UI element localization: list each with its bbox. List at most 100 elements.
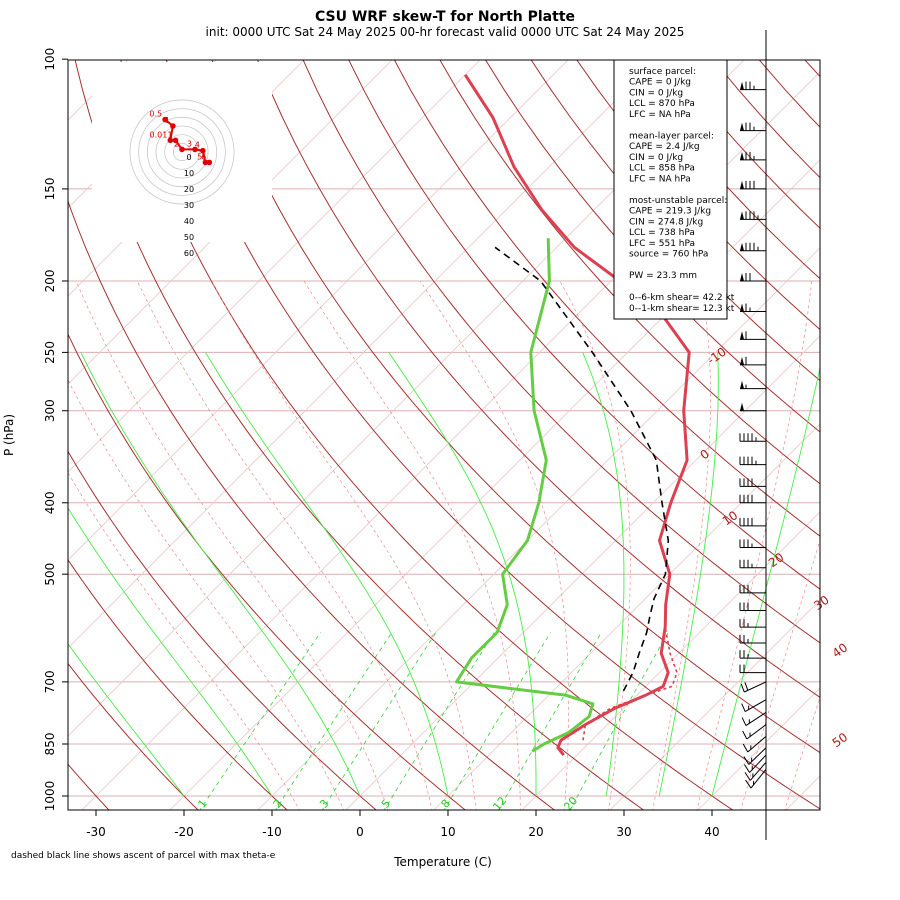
hodograph-ring [172,142,192,162]
pseudo-adiabat [68,507,273,797]
mixing-ratio-line [274,632,393,810]
dry-adiabat [393,60,820,537]
x-axis-label: Temperature (C) [393,855,492,869]
wind-barb [740,242,766,252]
barb-flag [744,772,751,781]
info-line: mean-layer parcel: [629,132,714,142]
barb-pennant [740,273,744,281]
barb-pennant [740,180,744,189]
info-line: CAPE = 0 J/kg [629,78,691,88]
wind-barb [739,539,766,549]
hodograph-point [179,146,185,153]
moist-adiabat [784,696,820,810]
isotherm [169,159,820,810]
barb-flag [742,743,749,753]
dry-adiabat [485,60,820,433]
hodograph-point [162,116,168,123]
barb-pennant [740,81,744,90]
info-line: CIN = 0 J/kg [629,88,683,98]
x-tick-label: 40 [704,825,719,839]
barb-flag [744,682,749,691]
isotherm [609,599,820,810]
moist-adiabat [740,539,820,810]
hodograph-point [170,123,176,129]
hodograph-ring-label: 20 [184,185,194,194]
wind-barb [742,724,767,740]
hodograph-point-label: 2 [174,139,179,148]
hodograph-ring-label: 0 [186,153,191,162]
info-line: CIN = 274.8 J/kg [629,217,703,227]
barb-pennant [740,151,744,160]
info-line: 0--6-km shear= 42.2 kt [629,293,735,303]
isotherm [433,423,820,810]
moist-adiabat [559,280,631,810]
wind-barb [740,681,767,693]
hodograph-point [202,159,209,166]
dewpoint-profile [455,238,595,753]
wind-barb [740,151,766,161]
x-tick-label: 20 [528,825,543,839]
dry-adiabat [68,662,199,810]
dry-adiabat [348,60,820,590]
dry-adiabat [68,199,556,810]
isotherm [521,511,820,810]
hodograph-point [172,137,179,144]
wind-barb [741,711,767,726]
barb-flag [745,779,752,789]
wind-barb [739,602,766,611]
barb-pennant [740,402,744,411]
wind-barb [740,356,766,366]
x-tick-label: -10 [262,825,282,839]
chart-subtitle: init: 0000 UTC Sat 24 May 2025 00-hr for… [206,25,685,39]
x-tick-label: -20 [174,825,194,839]
temperature-profile [463,73,691,757]
wind-barb [745,769,767,789]
wind-barb [739,635,766,644]
wind-barb [740,380,766,390]
hodograph-point-label: 3 [187,139,192,148]
info-line: source = 760 hPa [629,250,708,260]
isotherm [68,60,657,649]
mixing-ratio-line [199,632,321,810]
hodograph-ring [138,108,226,196]
dry-adiabat [68,450,377,810]
parcel-ascent [494,246,670,692]
isotherm [68,60,481,473]
barb-pennant [740,331,744,340]
wind-barb [739,433,766,442]
wind-barb [740,211,766,220]
hodograph-ring [164,134,200,170]
hodograph-point-label: 5 [197,152,202,161]
pseudo-adiabat [68,642,185,797]
precipitable-water: PW = 23.3 mm [629,271,697,281]
footnote: dashed black line shows ascent of parcel… [11,851,276,861]
info-line: LCL = 870 hPa [629,99,695,109]
hodograph-ring-label: 50 [184,233,194,242]
info-line: LFC = NA hPa [629,110,691,120]
x-tick-label: 30 [616,825,631,839]
wind-barb [744,754,767,773]
hodograph-ring-label: 60 [184,249,194,258]
plot-frame [67,59,821,811]
dry-adiabat [68,333,467,810]
hodograph-ring [129,99,235,205]
wind-barb [740,81,766,91]
y-tick-label: 200 [43,270,57,293]
x-tick-label: -30 [86,825,106,839]
wind-barb [739,478,766,487]
wind-barb [740,303,766,312]
wind-barb [739,456,766,466]
hodograph-point-label: 0.01 [149,130,167,139]
pseudo-adiabat [711,365,820,797]
moist-adiabat [75,280,389,810]
info-line: LFC = NA hPa [629,174,691,184]
dry-adiabat [68,559,288,810]
hodograph-point-label: 1 [165,116,170,125]
wind-barb [740,402,766,412]
moist-adiabat [303,280,521,810]
wind-barb [744,761,767,781]
y-tick-label: 300 [43,399,57,422]
hodograph-point-label: 0.5 [149,110,162,119]
pseudo-adiabat [658,352,719,797]
hodograph-point [200,147,206,154]
